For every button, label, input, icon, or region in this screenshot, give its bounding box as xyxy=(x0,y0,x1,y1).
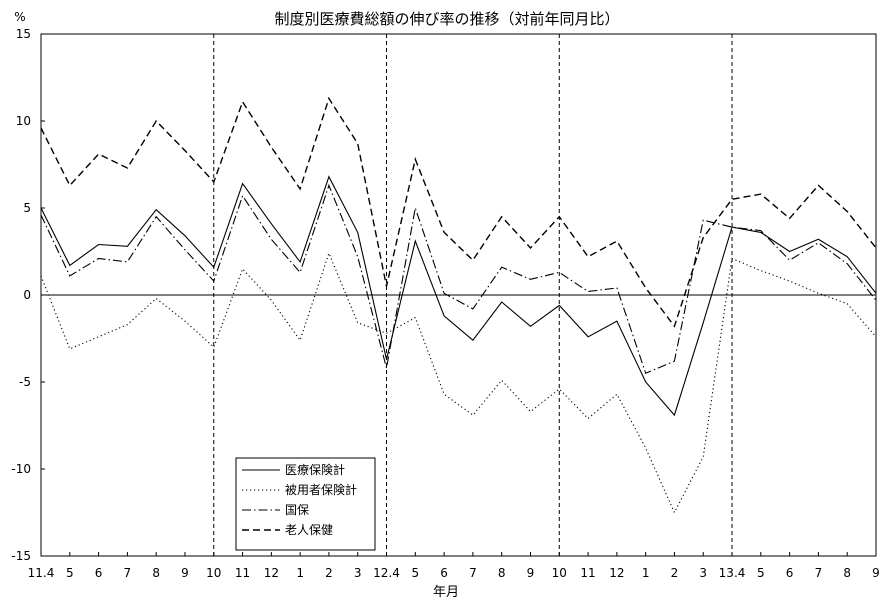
series-line-4 xyxy=(40,96,877,328)
x-tick-label: 2 xyxy=(671,566,679,580)
x-tick-label: 5 xyxy=(66,566,74,580)
x-tick-label: 9 xyxy=(527,566,535,580)
x-tick-label: 8 xyxy=(498,566,506,580)
x-tick-label: 11 xyxy=(580,566,595,580)
x-tick-label: 10 xyxy=(552,566,567,580)
y-tick-label: 15 xyxy=(16,27,31,41)
x-tick-label: 12 xyxy=(264,566,279,580)
series-line-3 xyxy=(40,183,877,375)
x-tick-label: 7 xyxy=(124,566,132,580)
x-tick-label: 12 xyxy=(609,566,624,580)
series-line-2 xyxy=(40,251,877,514)
x-tick-label: 3 xyxy=(699,566,707,580)
x-tick-label: 1 xyxy=(642,566,650,580)
legend-label-2: 被用者保険計 xyxy=(285,482,357,497)
x-tick-label: 7 xyxy=(469,566,477,580)
x-tick-label: 13.4 xyxy=(719,566,746,580)
series-lines xyxy=(40,96,877,514)
x-tick-label: 12.4 xyxy=(373,566,400,580)
y-unit-label: % xyxy=(14,10,25,24)
x-tick-label: 1 xyxy=(296,566,304,580)
x-tick-label: 9 xyxy=(181,566,189,580)
legend-label-4: 老人保健 xyxy=(285,523,333,537)
legend-label-3: 国保 xyxy=(285,503,309,517)
x-tick-label: 11.4 xyxy=(28,566,55,580)
x-tick-label: 5 xyxy=(757,566,765,580)
x-tick-label: 8 xyxy=(843,566,851,580)
x-tick-label: 6 xyxy=(786,566,794,580)
y-tick-label: -5 xyxy=(19,375,31,389)
y-tick-label: 10 xyxy=(16,114,31,128)
x-tick-label: 7 xyxy=(815,566,823,580)
x-tick-label: 11 xyxy=(235,566,250,580)
y-axis-ticks: -15 -10 -5 0 5 10 15 xyxy=(11,27,45,563)
chart-title: 制度別医療費総額の伸び率の推移（対前年同月比） xyxy=(274,10,619,28)
x-tick-label: 10 xyxy=(206,566,221,580)
x-axis-label: 年月 xyxy=(433,585,459,600)
x-tick-label: 6 xyxy=(440,566,448,580)
legend-label-1: 医療保険計 xyxy=(285,462,345,477)
reference-lines xyxy=(41,34,876,556)
x-tick-label: 8 xyxy=(152,566,160,580)
y-tick-label: -15 xyxy=(11,549,31,563)
x-tick-label: 3 xyxy=(354,566,362,580)
y-tick-label: 0 xyxy=(23,288,31,302)
legend-box xyxy=(235,457,376,551)
x-tick-label: 9 xyxy=(872,566,880,580)
x-tick-label: 5 xyxy=(411,566,419,580)
series-line-1 xyxy=(40,175,877,417)
x-tick-label: 6 xyxy=(95,566,103,580)
y-tick-label: 5 xyxy=(23,201,31,215)
x-axis-ticks: 11.4 5 6 7 8 9 10 11 12 1 2 3 12.4 5 6 7 8 9 10 11 12 1 2 3 13.4… xyxy=(28,552,880,580)
y-tick-label: -10 xyxy=(11,462,31,476)
x-tick-label: 2 xyxy=(325,566,333,580)
